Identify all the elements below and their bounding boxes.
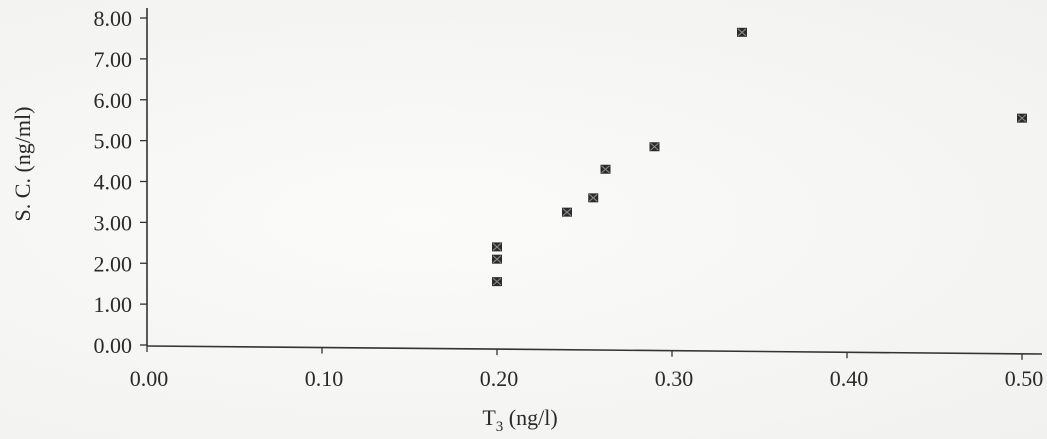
data-point-cross xyxy=(492,242,502,251)
x-tick-label: 0.10 xyxy=(305,366,344,391)
x-axis-ticks: 0.00 0.10 0.20 0.30 0.40 0.50 xyxy=(130,346,1044,391)
y-tick-label: 3.00 xyxy=(94,210,133,235)
x-tick-label: 0.00 xyxy=(130,366,169,391)
data-point xyxy=(492,242,502,252)
data-point-cross xyxy=(562,208,572,217)
x-axis-title-main: T xyxy=(482,405,496,430)
axes xyxy=(146,8,1043,355)
data-point-cross xyxy=(588,193,598,202)
data-point-cross xyxy=(650,142,659,151)
y-axis-ticks: 0.00 1.00 2.00 3.00 4.00 5.00 6.00 7.00 8.00 xyxy=(94,6,147,358)
x-axis-title-unit: (ng/l) xyxy=(503,405,557,430)
data-point xyxy=(562,207,572,217)
y-tick-label: 6.00 xyxy=(94,88,133,113)
y-tick-label: 5.00 xyxy=(94,129,133,154)
data-point-cross xyxy=(1017,114,1027,123)
data-point xyxy=(649,142,660,152)
data-point xyxy=(737,27,747,37)
x-axis-line xyxy=(146,345,1043,355)
data-point-cross xyxy=(492,277,502,286)
data-points xyxy=(492,27,1027,287)
x-axis-title-subscript: 3 xyxy=(496,419,504,435)
x-tick-label: 0.20 xyxy=(480,366,519,391)
x-tick-label: 0.50 xyxy=(1005,366,1044,391)
data-point xyxy=(588,193,599,203)
y-axis-title: S. C. (ng/ml) xyxy=(10,107,35,222)
x-tick-label: 0.40 xyxy=(830,366,869,391)
y-tick-label: 7.00 xyxy=(94,47,133,72)
data-point xyxy=(492,277,502,287)
data-point-cross xyxy=(492,255,502,264)
y-tick-label: 2.00 xyxy=(94,251,133,276)
data-point xyxy=(1017,113,1027,123)
y-tick-label: 4.00 xyxy=(94,170,133,195)
data-point xyxy=(492,254,502,264)
data-point xyxy=(600,164,611,174)
y-tick-label: 8.00 xyxy=(94,6,133,31)
y-tick-label: 0.00 xyxy=(94,333,133,358)
x-axis-title: T3 (ng/l) xyxy=(482,405,557,435)
data-point-cross xyxy=(601,165,610,174)
data-point-cross xyxy=(737,28,747,37)
x-tick-label: 0.30 xyxy=(655,366,694,391)
y-tick-label: 1.00 xyxy=(94,292,133,317)
